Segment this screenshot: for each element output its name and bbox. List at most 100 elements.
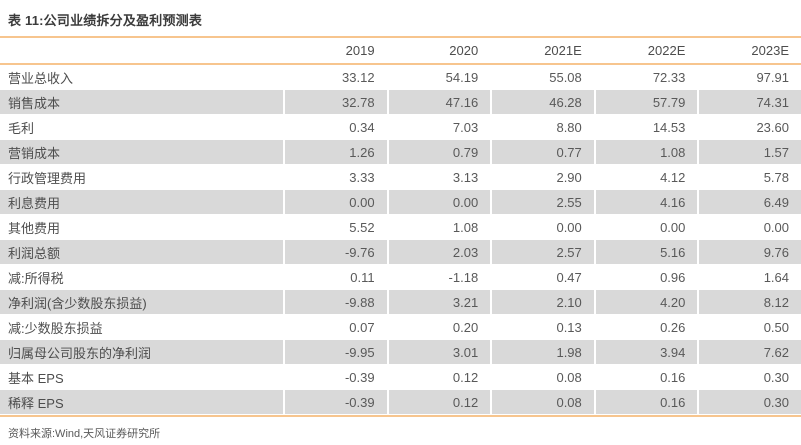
- row-label: 减:少数股东损益: [0, 315, 283, 340]
- table-header: 2019 2020 2021E 2022E 2023E: [0, 38, 801, 65]
- row-value: 1.57: [697, 140, 801, 165]
- row-value: 0.20: [386, 315, 491, 340]
- table-row: 行政管理费用 3.33 3.13 2.90 4.12 5.78: [0, 165, 801, 190]
- row-value: 55.08: [490, 65, 594, 90]
- row-value: 54.19: [386, 65, 491, 90]
- row-value: 72.33: [593, 65, 698, 90]
- row-value: 2.10: [490, 290, 594, 315]
- row-label: 营业总收入: [0, 65, 283, 90]
- row-value: 6.49: [697, 190, 801, 215]
- table-row: 销售成本 32.78 47.16 46.28 57.79 74.31: [0, 90, 801, 115]
- row-value: 5.52: [283, 215, 387, 240]
- table-row: 营业总收入 33.12 54.19 55.08 72.33 97.91: [0, 65, 801, 90]
- row-label: 销售成本: [0, 90, 283, 115]
- row-value: 8.80: [490, 115, 594, 140]
- row-value: 1.26: [283, 140, 387, 165]
- row-value: 0.26: [593, 315, 698, 340]
- row-label: 营销成本: [0, 140, 283, 165]
- row-value: 3.33: [283, 165, 387, 190]
- row-value: 57.79: [593, 90, 698, 115]
- row-label: 基本 EPS: [0, 365, 283, 390]
- table-row: 归属母公司股东的净利润 -9.95 3.01 1.98 3.94 7.62: [0, 340, 801, 365]
- row-value: 1.64: [697, 265, 801, 290]
- row-value: 8.12: [697, 290, 801, 315]
- row-value: 0.16: [593, 390, 698, 415]
- row-label: 归属母公司股东的净利润: [0, 340, 283, 365]
- table-body: 营业总收入 33.12 54.19 55.08 72.33 97.91 销售成本 32.78 4…: [0, 65, 801, 415]
- row-value: 7.62: [697, 340, 801, 365]
- row-label: 减:所得税: [0, 265, 283, 290]
- row-value: 32.78: [283, 90, 387, 115]
- table-row: 减:所得税 0.11 -1.18 0.47 0.96 1.64: [0, 265, 801, 290]
- row-value: 7.03: [386, 115, 491, 140]
- row-value: -0.39: [283, 390, 387, 415]
- row-value: 4.12: [593, 165, 698, 190]
- row-label: 稀释 EPS: [0, 390, 283, 415]
- row-value: 0.07: [283, 315, 387, 340]
- row-value: 0.00: [697, 215, 801, 240]
- row-value: 0.00: [490, 215, 594, 240]
- row-value: 1.08: [386, 215, 491, 240]
- row-value: 0.13: [490, 315, 594, 340]
- header-row: 2019 2020 2021E 2022E 2023E: [0, 38, 801, 65]
- row-value: 0.30: [697, 390, 801, 415]
- financial-forecast-table: 2019 2020 2021E 2022E 2023E 营业总收入 33.12 54…: [0, 36, 801, 417]
- table-row: 减:少数股东损益 0.07 0.20 0.13 0.26 0.50: [0, 315, 801, 340]
- row-value: 2.90: [490, 165, 594, 190]
- header-cell-2021e: 2021E: [490, 38, 594, 65]
- row-value: 3.13: [386, 165, 491, 190]
- row-label: 利润总额: [0, 240, 283, 265]
- row-value: 0.00: [593, 215, 698, 240]
- row-label: 其他费用: [0, 215, 283, 240]
- row-value: 0.30: [697, 365, 801, 390]
- row-value: 0.12: [386, 390, 491, 415]
- row-value: 2.57: [490, 240, 594, 265]
- row-value: 1.08: [593, 140, 698, 165]
- row-value: 5.16: [593, 240, 698, 265]
- row-value: 0.16: [593, 365, 698, 390]
- row-value: 0.08: [490, 365, 594, 390]
- row-value: -9.76: [283, 240, 387, 265]
- row-label: 利息费用: [0, 190, 283, 215]
- row-value: 0.00: [386, 190, 491, 215]
- row-value: -9.88: [283, 290, 387, 315]
- table-row: 毛利 0.34 7.03 8.80 14.53 23.60: [0, 115, 801, 140]
- source-note: 资料来源:Wind,天风证券研究所: [8, 428, 161, 440]
- table-row: 利润总额 -9.76 2.03 2.57 5.16 9.76: [0, 240, 801, 265]
- row-value: 0.12: [386, 365, 491, 390]
- row-value: 47.16: [386, 90, 491, 115]
- row-value: 3.21: [386, 290, 491, 315]
- row-value: 74.31: [697, 90, 801, 115]
- row-value: 0.08: [490, 390, 594, 415]
- row-value: -0.39: [283, 365, 387, 390]
- row-value: 0.47: [490, 265, 594, 290]
- row-label: 毛利: [0, 115, 283, 140]
- table-row: 净利润(含少数股东损益) -9.88 3.21 2.10 4.20 8.12: [0, 290, 801, 315]
- header-cell-2023e: 2023E: [697, 38, 801, 65]
- table-row: 基本 EPS -0.39 0.12 0.08 0.16 0.30: [0, 365, 801, 390]
- table-row: 其他费用 5.52 1.08 0.00 0.00 0.00: [0, 215, 801, 240]
- table-row: 利息费用 0.00 0.00 2.55 4.16 6.49: [0, 190, 801, 215]
- row-value: 0.11: [283, 265, 387, 290]
- row-value: 0.79: [386, 140, 491, 165]
- table-title: 表 11:公司业绩拆分及盈利预测表: [8, 13, 203, 28]
- row-value: 2.03: [386, 240, 491, 265]
- row-value: 3.01: [386, 340, 491, 365]
- row-value: 14.53: [593, 115, 698, 140]
- table-row: 营销成本 1.26 0.79 0.77 1.08 1.57: [0, 140, 801, 165]
- row-value: 0.50: [697, 315, 801, 340]
- row-value: 46.28: [490, 90, 594, 115]
- header-cell-2022e: 2022E: [593, 38, 698, 65]
- row-value: 9.76: [697, 240, 801, 265]
- row-value: 33.12: [283, 65, 387, 90]
- row-label: 净利润(含少数股东损益): [0, 290, 283, 315]
- row-value: 1.98: [490, 340, 594, 365]
- row-value: 0.00: [283, 190, 387, 215]
- table-row: 稀释 EPS -0.39 0.12 0.08 0.16 0.30: [0, 390, 801, 415]
- header-cell-label: [0, 38, 283, 65]
- row-value: 3.94: [593, 340, 698, 365]
- row-value: 0.77: [490, 140, 594, 165]
- row-value: 2.55: [490, 190, 594, 215]
- row-label: 行政管理费用: [0, 165, 283, 190]
